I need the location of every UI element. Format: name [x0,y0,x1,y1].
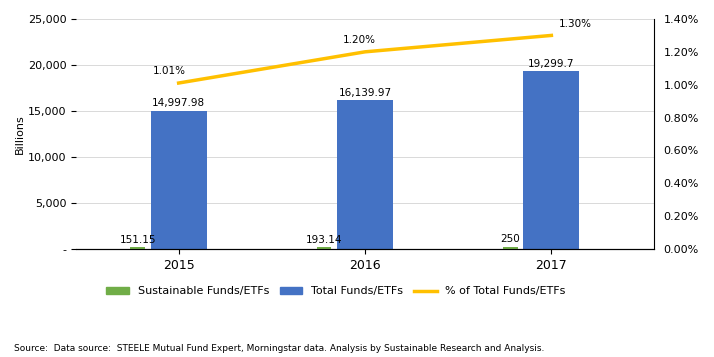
Text: 1.20%: 1.20% [343,35,376,45]
% of Total Funds/ETFs [547,33,555,37]
Text: 14,997.98: 14,997.98 [152,99,205,109]
Bar [316,247,331,249]
% of Total Funds/ETFs [361,50,369,54]
Text: 193.14: 193.14 [306,235,342,245]
Text: 19,299.7: 19,299.7 [528,59,575,69]
Bar [503,247,518,249]
Text: Source:  Data source:  STEELE Mutual Fund Expert, Morningstar data. Analysis by : Source: Data source: STEELE Mutual Fund … [14,345,545,353]
Bar [151,111,206,249]
Bar [337,100,393,249]
Bar [130,247,145,249]
Legend: Sustainable Funds/ETFs, Total Funds/ETFs, % of Total Funds/ETFs: Sustainable Funds/ETFs, Total Funds/ETFs… [102,282,570,301]
Text: 151.15: 151.15 [119,235,156,245]
Line: % of Total Funds/ETFs: % of Total Funds/ETFs [178,35,551,83]
Y-axis label: Billions: Billions [15,114,25,154]
Text: 1.01%: 1.01% [153,66,186,76]
Text: 16,139.97: 16,139.97 [338,88,391,98]
Text: 1.30%: 1.30% [559,19,592,29]
Text: 250: 250 [501,234,521,244]
% of Total Funds/ETFs [174,81,183,85]
Bar [523,71,579,249]
